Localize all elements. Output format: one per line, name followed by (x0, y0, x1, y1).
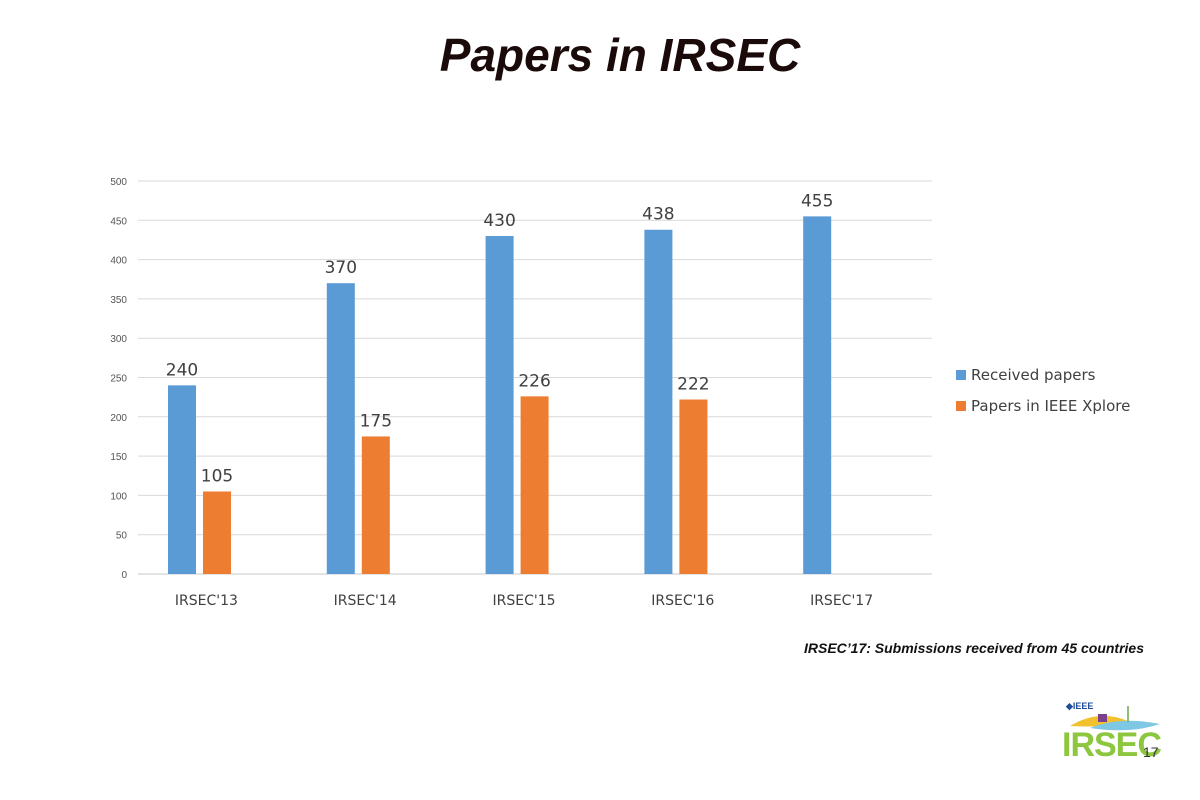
footnote: IRSEC’17: Submissions received from 45 c… (803, 640, 1144, 656)
y-tick-label: 50 (116, 531, 128, 542)
legend-label: Received papers (971, 366, 1096, 384)
data-label: 222 (677, 375, 709, 395)
logo-year: 17 (1143, 744, 1159, 760)
y-tick-label: 500 (110, 177, 127, 188)
bar (520, 396, 549, 574)
bar (644, 229, 673, 574)
logo-brand: IRSEC (1062, 726, 1162, 764)
data-label: 430 (483, 211, 515, 231)
data-label: 105 (201, 466, 233, 486)
bar (203, 491, 231, 574)
x-tick-label: IRSEC'14 (334, 593, 397, 609)
data-label: 438 (642, 205, 674, 225)
bar (679, 399, 708, 574)
legend-swatch (956, 401, 966, 411)
y-tick-label: 0 (121, 570, 127, 581)
bar (361, 436, 390, 574)
y-tick-label: 450 (110, 216, 127, 227)
logo-ieee-text: ◆IEEE (1066, 701, 1094, 711)
x-tick-label: IRSEC'17 (810, 593, 873, 609)
bar (485, 236, 514, 574)
y-tick-label: 400 (110, 256, 127, 267)
y-tick-label: 250 (110, 374, 127, 385)
logo-graphic-icon (1070, 706, 1160, 731)
x-tick-label: IRSEC'15 (492, 593, 555, 609)
data-label: 455 (801, 191, 833, 211)
data-label: 175 (360, 411, 392, 431)
bar (803, 216, 832, 574)
y-tick-label: 300 (110, 334, 127, 345)
y-tick-label: 350 (110, 295, 127, 306)
bar (326, 283, 355, 574)
x-tick-label: IRSEC'13 (175, 593, 238, 609)
bar (168, 385, 196, 574)
data-label: 370 (325, 258, 357, 278)
slide-title: Papers in IRSEC (439, 29, 801, 81)
y-tick-label: 100 (110, 491, 127, 502)
y-tick-label: 150 (110, 452, 127, 463)
x-tick-label: IRSEC'16 (651, 593, 714, 609)
legend-swatch (956, 370, 966, 380)
irsec-logo: ◆IEEE IRSEC 17 (1060, 698, 1170, 768)
legend-label: Papers in IEEE Xplore (971, 397, 1130, 415)
data-label: 226 (518, 371, 550, 391)
data-label: 240 (166, 360, 198, 380)
y-tick-label: 200 (110, 413, 127, 424)
